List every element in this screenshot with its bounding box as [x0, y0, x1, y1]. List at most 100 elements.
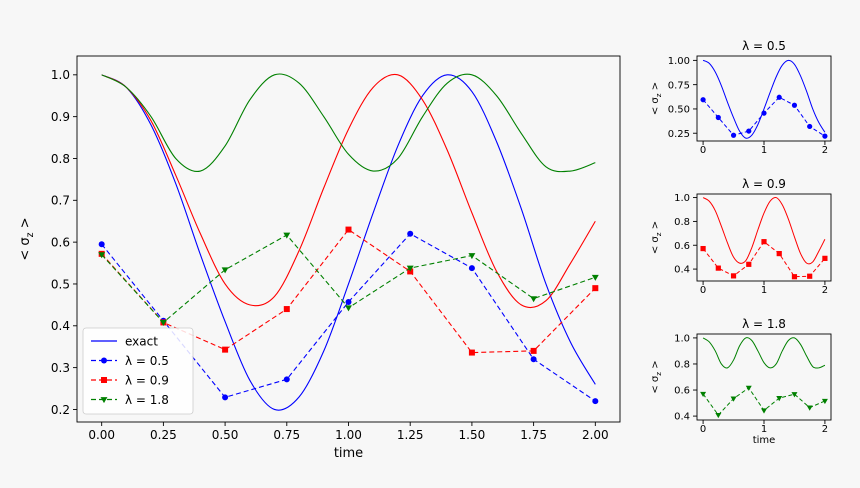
y-axis-label: < σz >	[650, 221, 663, 254]
data-point-0-2	[730, 396, 737, 402]
data-point-0-1	[715, 114, 721, 121]
chart-panel-small-2: 0 1 2 0.4 0.6 0.8 1.0 λ = 0.9 < σz >	[650, 177, 832, 296]
series-line-0	[702, 240, 826, 278]
data-point-0-5	[776, 250, 782, 257]
y-tick-label: 0.75	[668, 80, 690, 91]
panel-title: λ = 0.9	[742, 177, 786, 191]
y-tick-label: 1.00	[668, 56, 690, 67]
data-point-0-0	[700, 97, 706, 103]
y-tick-label: 0.5	[51, 277, 70, 291]
legend: exact λ = 0.5 λ = 0.9 λ = 1.8	[82, 327, 194, 415]
exact-curve-0-9	[702, 196, 826, 265]
data-point-0-0	[700, 391, 707, 398]
data-point-0-4	[761, 408, 767, 414]
y-tick-label: 0.7	[51, 194, 70, 208]
exact-curve-1-8	[101, 73, 596, 173]
x-tick-label: 0.50	[212, 428, 239, 442]
legend-marker-3	[100, 397, 108, 404]
chart-panel-main: 0.00 0.25 0.50 0.75 1.00 1.25 1.50 1.75 2.00 0.2 0…	[18, 55, 621, 461]
exact-curve-1-8	[702, 337, 826, 369]
exact-curve-0-9	[101, 73, 596, 309]
data-point-0-3	[283, 376, 290, 383]
data-point-2-2	[221, 267, 229, 274]
y-tick-label: 1.0	[674, 193, 690, 204]
y-tick-label: 0.9	[51, 110, 70, 124]
data-point-2-3	[283, 232, 291, 239]
x-tick-label: 0	[700, 424, 706, 435]
legend-entry-3: λ = 1.8	[125, 393, 169, 407]
data-point-0-6	[468, 265, 475, 272]
y-axis-label: < σz >	[650, 360, 663, 393]
y-tick-label: 0.2	[51, 403, 70, 417]
y-tick-label: 0.8	[674, 360, 690, 371]
data-point-0-6	[791, 274, 798, 280]
x-tick-label: 2	[822, 424, 828, 435]
data-point-2-4	[345, 305, 352, 312]
x-tick-label: 1.75	[520, 428, 547, 442]
data-point-0-4	[761, 239, 767, 245]
legend-box	[82, 327, 194, 415]
data-point-0-2	[222, 394, 229, 401]
x-tick-label: 0.00	[88, 428, 115, 442]
y-tick-label: 0.6	[674, 386, 690, 397]
x-tick-label: 1	[761, 424, 767, 435]
y-tick-label: 0.8	[674, 217, 690, 228]
data-point-1-3	[283, 306, 290, 313]
data-point-2-6	[468, 253, 476, 260]
data-point-0-8	[822, 255, 828, 261]
data-point-0-7	[807, 273, 813, 279]
data-point-0-2	[730, 132, 737, 138]
panel-title: λ = 0.5	[742, 39, 786, 53]
legend-entry-0: exact	[125, 335, 158, 349]
data-point-1-4	[345, 226, 352, 233]
data-point-0-2	[730, 273, 737, 279]
data-point-0-7	[806, 405, 813, 411]
x-axis-label: time	[334, 446, 363, 461]
data-point-0-3	[746, 128, 752, 134]
y-tick-label: 0.50	[668, 105, 690, 116]
data-point-0-4	[345, 298, 352, 305]
y-tick-label: 1.0	[674, 334, 690, 345]
x-tick-label: 1.50	[459, 428, 486, 442]
data-point-0-6	[791, 392, 798, 398]
y-tick-label: 0.4	[674, 265, 690, 276]
data-point-0-1	[715, 412, 722, 419]
data-point-1-6	[468, 349, 475, 356]
x-tick-label: 1.25	[397, 428, 424, 442]
data-point-0-5	[776, 396, 783, 402]
data-point-1-8	[592, 285, 599, 292]
y-tick-label: 0.25	[668, 129, 690, 140]
data-point-0-8	[821, 398, 828, 405]
data-point-2-5	[406, 265, 414, 272]
data-point-0-8	[592, 398, 599, 405]
data-point-0-3	[746, 261, 752, 267]
data-point-0-5	[776, 94, 782, 100]
data-point-0-1	[715, 265, 721, 271]
x-tick-label: 1	[761, 285, 767, 296]
x-tick-label: 0	[700, 145, 706, 156]
exact-curve-0-5	[702, 59, 826, 139]
data-point-0-4	[761, 110, 767, 116]
data-point-1-7	[530, 347, 537, 354]
y-axis-label: < σz >	[18, 217, 36, 260]
x-tick-label: 2	[822, 285, 828, 296]
y-axis-label: < σz >	[650, 82, 663, 115]
x-tick-label: 1	[761, 145, 767, 156]
data-point-1-2	[222, 346, 229, 353]
data-point-0-7	[530, 356, 537, 363]
legend-marker-2	[101, 377, 107, 383]
data-point-0-0	[98, 241, 105, 248]
legend-marker-1	[101, 357, 107, 364]
y-tick-label: 0.6	[674, 241, 690, 252]
series-line-0	[702, 96, 826, 137]
y-tick-label: 0.3	[51, 361, 70, 375]
legend-entry-2: λ = 0.9	[125, 374, 169, 388]
x-tick-label: 1.00	[335, 428, 362, 442]
data-point-0-7	[807, 123, 813, 130]
y-tick-label: 0.8	[51, 152, 70, 166]
data-point-0-3	[745, 385, 752, 391]
legend-entry-1: λ = 0.5	[125, 354, 169, 368]
x-tick-label: 0	[700, 285, 706, 296]
y-tick-label: 0.6	[51, 235, 70, 249]
